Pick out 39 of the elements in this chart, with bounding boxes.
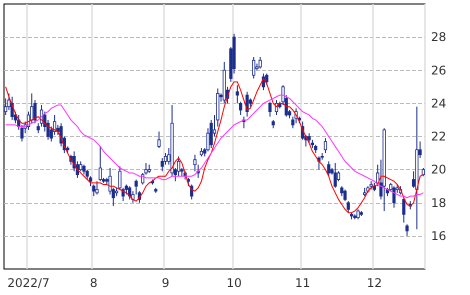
candlestick: [268, 101, 272, 118]
candlestick: [343, 189, 347, 202]
candlestick: [265, 73, 268, 86]
candlestick: [210, 119, 213, 149]
x-tick-label: 8: [90, 276, 98, 290]
candlestick: [157, 131, 161, 149]
candlestick: [346, 200, 350, 214]
candlestick: [82, 164, 86, 176]
candlestick: [190, 184, 194, 200]
x-tick-label: 10: [226, 276, 242, 290]
candlestick: [258, 56, 262, 70]
candlestick: [252, 56, 256, 80]
candlestick: [4, 98, 8, 116]
x-tick-label: 11: [294, 276, 310, 290]
y-tick-label: 24: [431, 96, 446, 110]
candlestick: [324, 138, 328, 154]
candlestick: [95, 180, 99, 195]
candlestick: [308, 132, 311, 144]
candlestick: [327, 160, 330, 177]
y-tick-label: 18: [431, 196, 446, 210]
x-tick-label: 12: [366, 276, 382, 290]
y-tick-label: 20: [431, 162, 446, 177]
candlestick: [79, 160, 82, 172]
candlestick: [405, 224, 409, 236]
candlestick: [334, 162, 337, 188]
candlestick: [340, 186, 344, 197]
candlestick: [92, 184, 96, 197]
candlestick: [356, 208, 360, 220]
y-tick-label: 28: [431, 30, 446, 44]
y-tick-label: 26: [431, 63, 446, 78]
y-tick-label: 22: [431, 130, 446, 144]
candlestick: [98, 146, 102, 182]
candlestick: [402, 197, 406, 224]
candlestick: [118, 166, 122, 190]
x-tick-label: 9: [162, 276, 170, 290]
candlestick: [10, 96, 14, 120]
y-tick-label: 16: [431, 228, 446, 243]
candlestick: [177, 156, 180, 177]
x-tick-label: 2022/7: [7, 276, 50, 290]
